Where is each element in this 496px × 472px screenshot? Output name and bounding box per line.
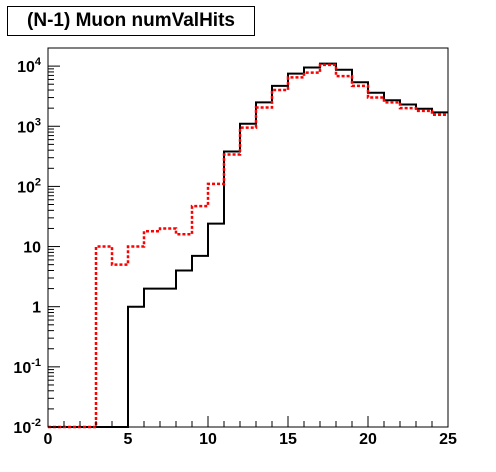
series-layer xyxy=(48,62,448,429)
y-tick-label: 10-1 xyxy=(13,357,41,377)
y-tick-label: 1 xyxy=(32,300,41,317)
y-tick-label: 104 xyxy=(17,56,42,76)
labels-layer: 0 5 10 15 20 25 10-2 10-1 1 10 102 103 104 xyxy=(13,56,457,448)
y-tick-label: 102 xyxy=(17,176,41,196)
x-tick-label: 25 xyxy=(439,431,457,448)
chart-title-box: (N-1) Muon numValHits xyxy=(7,6,255,36)
plot-frame xyxy=(47,47,449,428)
x-tick-label: 0 xyxy=(44,431,53,448)
y-tick-label: 10-2 xyxy=(13,417,41,437)
x-tick-label: 20 xyxy=(359,431,377,448)
x-tick-label: 10 xyxy=(199,431,217,448)
chart-title: (N-1) Muon numValHits xyxy=(27,10,235,31)
y-tick-label: 103 xyxy=(17,116,41,136)
ticks-layer xyxy=(47,47,449,428)
y-tick-label: 10 xyxy=(23,240,41,257)
x-tick-label: 15 xyxy=(279,431,297,448)
x-tick-label: 5 xyxy=(124,431,133,448)
series-line-dashed xyxy=(48,63,448,429)
